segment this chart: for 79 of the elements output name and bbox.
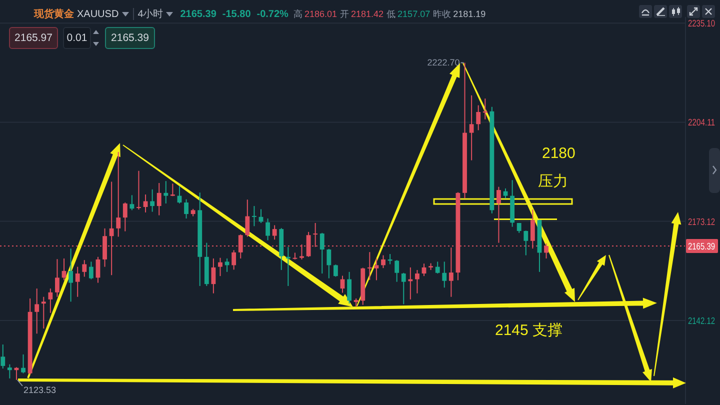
quantity-field: 0.01 bbox=[63, 27, 91, 49]
candlestick bbox=[41, 296, 46, 330]
candlestick bbox=[347, 271, 352, 304]
candlestick bbox=[88, 261, 94, 280]
candlestick bbox=[374, 258, 379, 281]
y-tick-label: 2204.11 bbox=[688, 118, 720, 129]
candlestick bbox=[21, 354, 26, 374]
y-tick-label: 2235.10 bbox=[688, 18, 720, 30]
candlestick bbox=[0, 344, 6, 369]
annotation: 高 bbox=[293, 8, 302, 20]
annotation: 压力 bbox=[538, 173, 568, 190]
y-tick-label: 2142.12 bbox=[688, 316, 720, 327]
annotation: 2181.19 bbox=[453, 9, 486, 19]
candlestick bbox=[266, 218, 270, 241]
candlestick bbox=[415, 269, 420, 294]
candlestick bbox=[164, 180, 168, 204]
candlestick bbox=[401, 272, 406, 305]
annotation: 2157.07 bbox=[398, 9, 430, 19]
price-field: 2165.97 bbox=[9, 27, 58, 49]
annotation: 2145 支撑 bbox=[495, 322, 563, 339]
candlestick bbox=[232, 250, 236, 270]
candlestick bbox=[496, 186, 501, 244]
candlestick bbox=[320, 232, 324, 274]
candlestick bbox=[136, 170, 141, 210]
annotation: 4小时 bbox=[138, 8, 164, 21]
candlestick bbox=[334, 264, 338, 278]
candlestick bbox=[55, 258, 60, 298]
candlestick bbox=[252, 206, 256, 227]
candlestick bbox=[218, 257, 222, 277]
annotation: -15.80 bbox=[222, 8, 251, 20]
candlestick bbox=[326, 248, 332, 279]
chart-title: 现货黄金 bbox=[34, 8, 74, 21]
candlestick bbox=[34, 288, 40, 334]
annotation: 0.01 bbox=[66, 32, 88, 44]
candlestick bbox=[75, 266, 80, 298]
candlestick bbox=[82, 260, 87, 278]
annotation: 2123.53 bbox=[23, 384, 56, 395]
annotation: 2165.39 bbox=[111, 32, 149, 44]
ref-line-label: 2165.39 bbox=[688, 242, 720, 253]
candlestick bbox=[68, 248, 74, 302]
candlestick bbox=[442, 261, 447, 288]
candlestick bbox=[503, 188, 508, 199]
candlestick bbox=[381, 254, 386, 269]
candlestick bbox=[224, 258, 230, 272]
candlestick bbox=[286, 246, 290, 286]
candlestick bbox=[116, 151, 121, 238]
candlestick bbox=[130, 194, 134, 211]
candlestick bbox=[7, 364, 12, 379]
annotation: 昨收 bbox=[433, 8, 452, 20]
price-field: 2165.39 bbox=[105, 27, 155, 49]
annotation: 低 bbox=[386, 8, 396, 20]
candlestick bbox=[524, 230, 528, 256]
candlestick bbox=[211, 258, 216, 294]
candlestick bbox=[476, 104, 481, 131]
candlestick bbox=[245, 199, 250, 238]
annotation: 2186.01 bbox=[304, 9, 337, 19]
chart-subtitle: XAUUSD bbox=[77, 8, 119, 20]
candlestick bbox=[122, 202, 128, 232]
candlestick bbox=[156, 182, 162, 216]
annotation: 2180 bbox=[542, 145, 576, 162]
annotation: 2165.97 bbox=[14, 32, 52, 44]
candlestick bbox=[170, 183, 175, 197]
candlestick bbox=[469, 94, 474, 161]
annotation: 开 bbox=[340, 8, 349, 20]
candlestick bbox=[272, 224, 277, 240]
candlestick bbox=[422, 263, 426, 277]
candlestick bbox=[448, 247, 454, 298]
annotation: 2165.39 bbox=[180, 8, 216, 20]
annotation: 2222.70 bbox=[427, 58, 460, 68]
annotation: -0.72% bbox=[256, 8, 288, 20]
y-tick-label: 2173.12 bbox=[688, 216, 720, 228]
candlestick bbox=[435, 261, 440, 274]
candlestick bbox=[394, 260, 400, 282]
annotation: 2181.42 bbox=[351, 9, 384, 19]
candlestick bbox=[367, 252, 372, 280]
candlestick bbox=[150, 188, 155, 212]
candlestick bbox=[48, 288, 53, 314]
candlestick bbox=[143, 194, 148, 213]
candlestick bbox=[184, 198, 188, 219]
